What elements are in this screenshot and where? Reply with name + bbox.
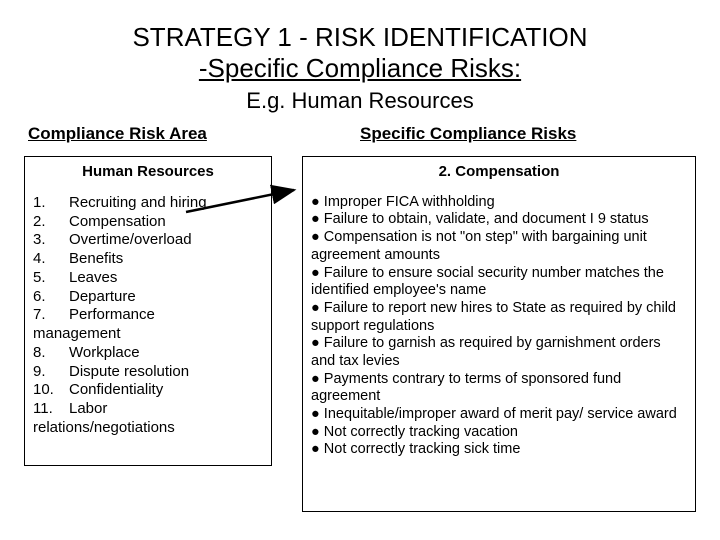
bullet-item: ● Failure to garnish as required by garn… bbox=[311, 335, 687, 370]
list-item: 7.Performance bbox=[33, 306, 263, 325]
title-line-1: STRATEGY 1 - RISK IDENTIFICATION bbox=[0, 22, 720, 53]
title-line-2: -Specific Compliance Risks: bbox=[0, 53, 720, 84]
left-box-title: Human Resources bbox=[33, 163, 263, 182]
bullet-item: ● Improper FICA withholding bbox=[311, 194, 687, 212]
list-item: 2.Compensation bbox=[33, 213, 263, 232]
list-item: 4.Benefits bbox=[33, 250, 263, 269]
list-item: 10.Confidentiality bbox=[33, 381, 263, 400]
left-column: Compliance Risk Area Human Resources 1.R… bbox=[24, 124, 272, 512]
bullet-item: ● Compensation is not "on step" with bar… bbox=[311, 229, 687, 264]
right-box: 2. Compensation ● Improper FICA withhold… bbox=[302, 156, 696, 512]
bullet-item: ● Not correctly tracking vacation bbox=[311, 424, 687, 442]
right-box-title: 2. Compensation bbox=[311, 163, 687, 182]
left-header: Compliance Risk Area bbox=[24, 124, 272, 144]
list-item: management bbox=[33, 325, 263, 344]
bullet-item: ● Failure to ensure social security numb… bbox=[311, 265, 687, 300]
bullet-item: ● Failure to report new hires to State a… bbox=[311, 300, 687, 335]
bullet-item: ● Payments contrary to terms of sponsore… bbox=[311, 371, 687, 406]
list-item: 5.Leaves bbox=[33, 269, 263, 288]
right-column: Specific Compliance Risks 2. Compensatio… bbox=[302, 124, 696, 512]
subtitle: E.g. Human Resources bbox=[0, 88, 720, 114]
columns: Compliance Risk Area Human Resources 1.R… bbox=[0, 124, 720, 512]
list-item: 8.Workplace bbox=[33, 344, 263, 363]
numbered-list: 1.Recruiting and hiring2.Compensation3.O… bbox=[33, 194, 263, 438]
title-block: STRATEGY 1 - RISK IDENTIFICATION -Specif… bbox=[0, 0, 720, 114]
bullet-item: ● Inequitable/improper award of merit pa… bbox=[311, 406, 687, 424]
list-item: relations/negotiations bbox=[33, 419, 263, 438]
bullet-item: ● Not correctly tracking sick time bbox=[311, 441, 687, 459]
list-item: 9.Dispute resolution bbox=[33, 363, 263, 382]
right-header: Specific Compliance Risks bbox=[302, 124, 696, 144]
bullet-list: ● Improper FICA withholding● Failure to … bbox=[311, 194, 687, 459]
bullet-item: ● Failure to obtain, validate, and docum… bbox=[311, 211, 687, 229]
list-item: 1.Recruiting and hiring bbox=[33, 194, 263, 213]
list-item: 3.Overtime/overload bbox=[33, 231, 263, 250]
list-item: 11.Labor bbox=[33, 400, 263, 419]
left-box: Human Resources 1.Recruiting and hiring2… bbox=[24, 156, 272, 466]
list-item: 6.Departure bbox=[33, 288, 263, 307]
